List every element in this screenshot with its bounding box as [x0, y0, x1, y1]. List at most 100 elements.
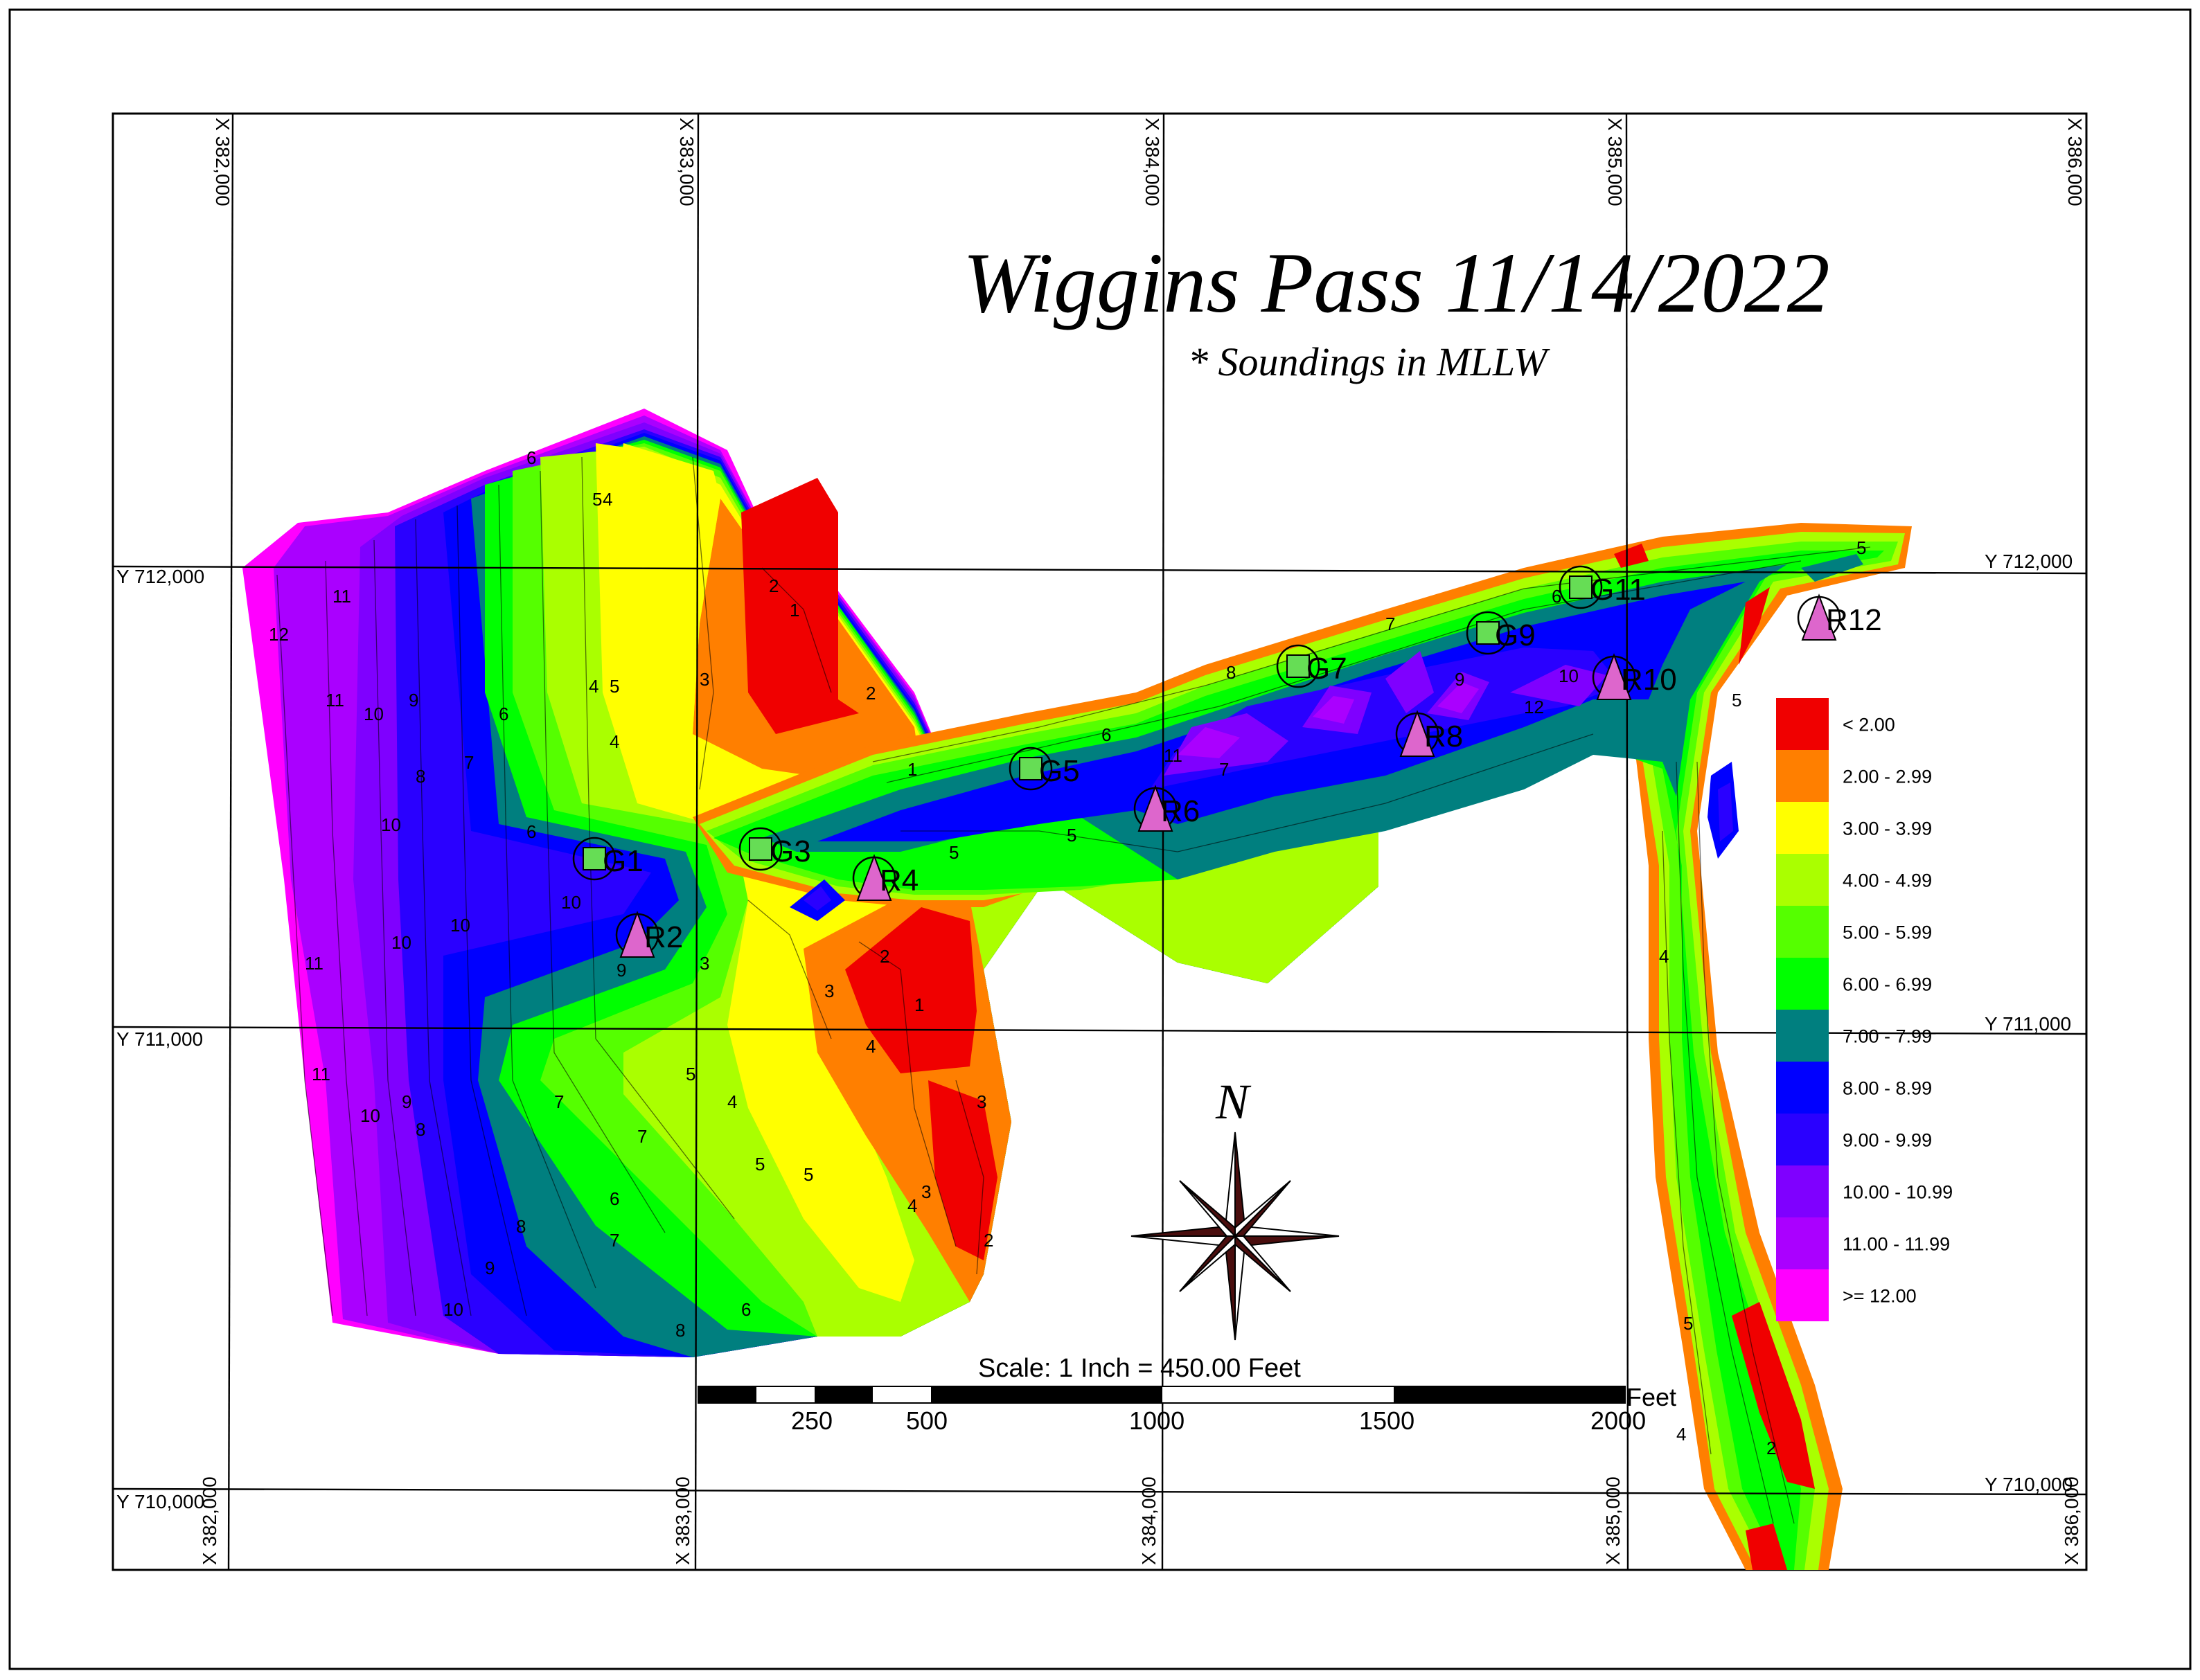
depth-legend: < 2.00 2.00 - 2.99 3.00 - 3.99 4.00 - 4.99 5… [1776, 698, 1953, 1321]
legend-swatch [1776, 1217, 1829, 1269]
contour-label: 3 [921, 1181, 931, 1202]
scale-tick-2000: 2000 [1590, 1406, 1646, 1435]
contour-label: 5 [1856, 537, 1866, 558]
marker-g3: G3 [738, 827, 811, 871]
contour-label: 6 [741, 1299, 751, 1320]
marker-r12-label: R12 [1826, 603, 1882, 637]
y-grid-label-710-right: Y 710,000 [1985, 1474, 2073, 1495]
contour-label: 10 [443, 1299, 463, 1320]
contour-label: 2 [866, 683, 876, 704]
coordinate-grid [112, 113, 2088, 1571]
legend-swatch [1776, 854, 1829, 906]
channel-red-e [1739, 587, 1770, 665]
x-grid-label-382-bottom: X 382,000 [199, 1476, 220, 1565]
marker-r4: R4 [852, 854, 919, 901]
marker-g9-label: G9 [1495, 618, 1536, 652]
legend-label: 11.00 - 11.99 [1843, 1234, 1950, 1255]
contour-label: 5 [755, 1154, 765, 1174]
marker-r6-label: R6 [1161, 794, 1200, 828]
contour-label: 10 [391, 932, 411, 953]
contour-label: 9 [409, 690, 418, 711]
contour-label: 9 [485, 1258, 495, 1278]
marker-g1: G1 [572, 837, 644, 881]
legend-label: 3.00 - 3.99 [1843, 819, 1932, 839]
contour-label: 1 [790, 600, 799, 620]
contour-label: 11 [305, 953, 323, 974]
x-grid-label-383-bottom: X 383,000 [672, 1476, 693, 1565]
channel-red-s [1746, 1523, 1787, 1570]
contour-label: 10 [1559, 665, 1579, 686]
contour-label: 3 [824, 981, 834, 1001]
contour-label: 6 [1552, 586, 1561, 607]
contour-label: 2 [1766, 1438, 1776, 1458]
scale-tick-1000: 1000 [1129, 1406, 1185, 1435]
channel-band-10c [1385, 651, 1434, 713]
legend-label: 5.00 - 5.99 [1843, 922, 1932, 943]
contour-labels: 12 11 11 11 11 10 10 10 10 10 10 10 9 9 … [269, 447, 1866, 1458]
contour-label: 4 [603, 489, 612, 510]
marker-g9: G9 [1466, 611, 1536, 655]
x-grid-label-385: X 385,000 [1604, 118, 1626, 206]
contour-label: 2 [984, 1230, 993, 1251]
contour-label: 3 [700, 953, 709, 974]
legend-label: 6.00 - 6.99 [1843, 974, 1932, 995]
contour-label: 6 [526, 821, 536, 842]
y-grid-label-710: Y 710,000 [116, 1491, 204, 1512]
contour-label: 11 [332, 586, 351, 607]
contour-label: 4 [907, 1195, 917, 1216]
contour-label: 11 [1164, 745, 1182, 766]
contour-label: 2 [880, 946, 889, 967]
contour-label: 4 [589, 676, 598, 697]
contour-label: 4 [866, 1036, 876, 1057]
scale-bar: Scale: 1 Inch = 450.00 Feet Feet 250 500… [698, 1354, 1676, 1435]
contour-label: 5 [1067, 825, 1076, 846]
legend-swatch [1776, 1269, 1829, 1321]
contour-label: 1 [907, 759, 917, 780]
contour-label: 10 [450, 915, 470, 936]
basin-band-3-n [610, 443, 720, 776]
legend-label: >= 12.00 [1843, 1286, 1917, 1307]
contour-label: 4 [727, 1091, 737, 1112]
channel-band-9-pocket [804, 886, 831, 911]
contour-label: 4 [1659, 946, 1669, 967]
contour-label: 5 [592, 489, 602, 510]
channel-band-11 [1178, 727, 1240, 758]
contour-label: 3 [700, 669, 709, 690]
marker-r8-label: R8 [1424, 720, 1463, 753]
contour-label: 7 [610, 1230, 619, 1251]
contour-label: 7 [554, 1091, 564, 1112]
marker-r6: R6 [1133, 785, 1200, 832]
page-frame [8, 8, 2192, 1670]
contour-label: 10 [561, 892, 581, 913]
contour-label: 7 [1219, 759, 1229, 780]
nav-markers: G1 G3 G5 G7 G9 G11 [572, 565, 1882, 958]
x-grid-label-384-bottom: X 384,000 [1138, 1476, 1160, 1565]
scale-caption: Scale: 1 Inch = 450.00 Feet [978, 1354, 1301, 1383]
contour-label: 7 [1385, 614, 1395, 634]
contour-label: 10 [364, 704, 384, 724]
legend-label: 7.00 - 7.99 [1843, 1026, 1932, 1047]
legend-label: 8.00 - 8.99 [1843, 1078, 1932, 1099]
legend-label: 10.00 - 10.99 [1843, 1182, 1953, 1203]
legend-swatch [1776, 698, 1829, 750]
contour-label: 12 [269, 624, 289, 645]
legend-swatch [1776, 1062, 1829, 1114]
contour-label: 10 [381, 814, 401, 835]
legend-swatch [1776, 802, 1829, 854]
legend-swatch [1776, 906, 1829, 958]
scale-tick-1500: 1500 [1359, 1406, 1414, 1435]
contour-lines [276, 456, 1871, 1524]
contour-label: 12 [1524, 697, 1544, 717]
marker-r4-label: R4 [880, 864, 919, 897]
legend-swatch [1776, 958, 1829, 1010]
contour-label: 8 [1226, 662, 1236, 683]
basin-red-south [845, 907, 977, 1073]
map-subtitle: * Soundings in MLLW [1188, 339, 1550, 384]
compass-rose-icon [1130, 1132, 1340, 1341]
marker-r2-label: R2 [644, 920, 683, 954]
map-title: Wiggins Pass 11/14/2022 [963, 235, 1830, 330]
marker-r2: R2 [615, 911, 683, 958]
legend-label: 4.00 - 4.99 [1843, 870, 1932, 891]
x-grid-label-382: X 382,000 [212, 118, 233, 206]
